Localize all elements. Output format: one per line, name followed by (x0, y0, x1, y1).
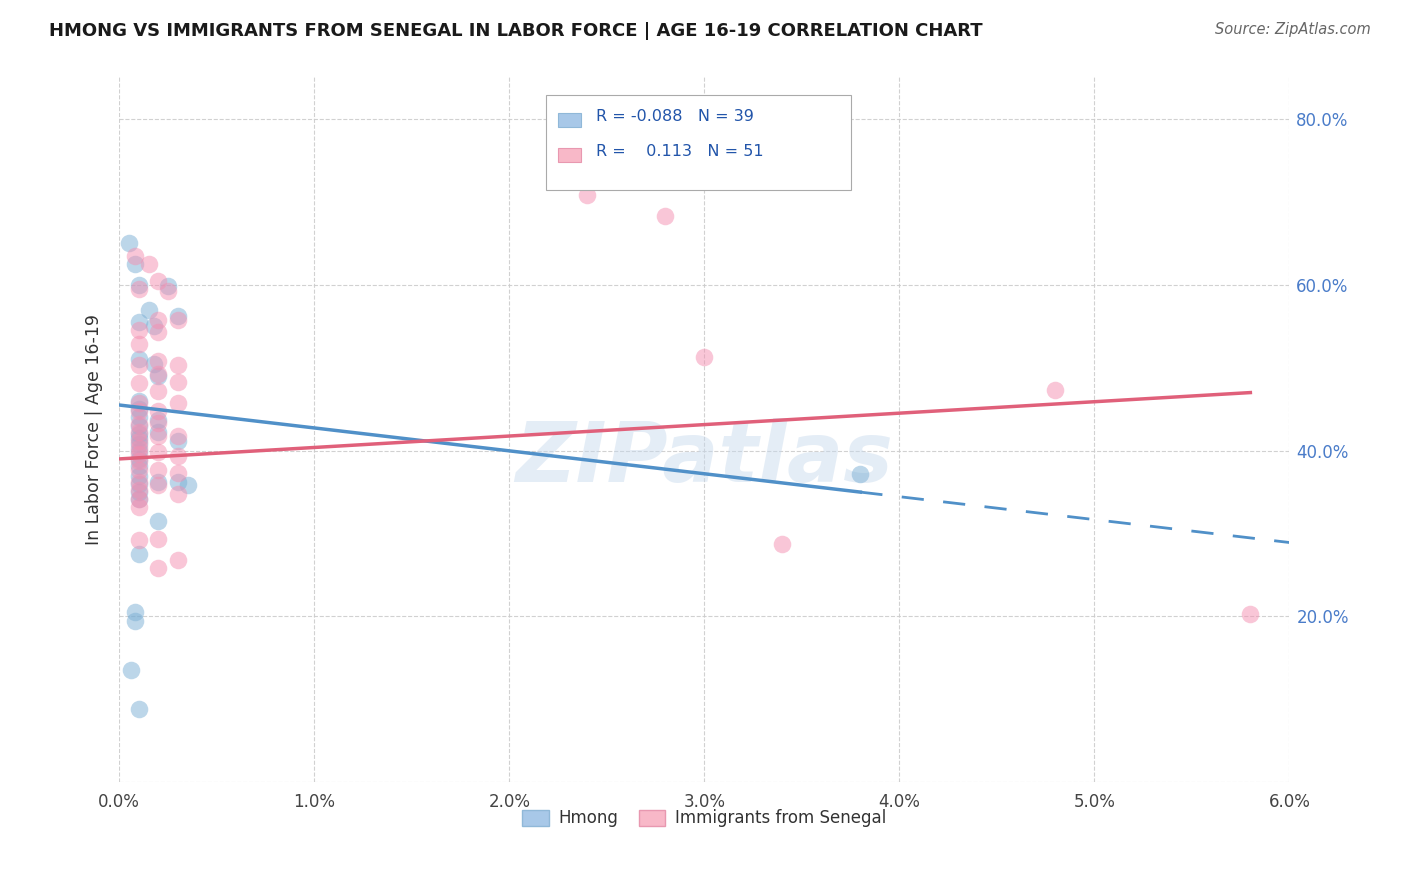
Point (124, 614, 146, 628)
Point (148, 561, 170, 575)
Point (128, 458, 150, 473)
Point (148, 478, 170, 492)
Point (148, 533, 170, 547)
Point (148, 404, 170, 418)
Point (166, 553, 188, 567)
Point (128, 491, 150, 506)
Point (148, 417, 170, 431)
Point (128, 434, 150, 448)
Point (166, 487, 188, 501)
Point (1045, 383, 1067, 397)
Point (148, 475, 170, 490)
Point (157, 279, 180, 293)
Point (128, 376, 150, 390)
Point (143, 319, 166, 334)
Point (128, 483, 150, 498)
Point (128, 277, 150, 292)
Text: R = -0.088   N = 39: R = -0.088 N = 39 (596, 109, 754, 124)
Point (148, 413, 170, 427)
Point (166, 375, 188, 389)
FancyBboxPatch shape (547, 95, 851, 190)
Point (166, 466, 188, 480)
Point (148, 354, 170, 368)
Point (128, 437, 150, 451)
Point (128, 417, 150, 431)
Point (128, 393, 150, 408)
Point (128, 702, 150, 716)
Point (148, 514, 170, 528)
Point (166, 312, 188, 326)
Point (128, 447, 150, 461)
Point (128, 491, 150, 506)
Point (128, 500, 150, 514)
Point (120, 664, 142, 678)
Point (128, 410, 150, 425)
Point (128, 451, 150, 466)
Point (128, 454, 150, 468)
Point (128, 337, 150, 351)
Point (148, 312, 170, 326)
Y-axis label: In Labor Force | Age 16-19: In Labor Force | Age 16-19 (86, 314, 103, 545)
Point (128, 533, 150, 548)
Point (166, 450, 188, 464)
Text: HMONG VS IMMIGRANTS FROM SENEGAL IN LABOR FORCE | AGE 16-19 CORRELATION CHART: HMONG VS IMMIGRANTS FROM SENEGAL IN LABO… (49, 22, 983, 40)
Legend: Hmong, Immigrants from Senegal: Hmong, Immigrants from Senegal (516, 803, 893, 834)
Point (128, 485, 150, 500)
Text: ZIPatlas: ZIPatlas (516, 417, 893, 499)
Text: Source: ZipAtlas.com: Source: ZipAtlas.com (1215, 22, 1371, 37)
Point (128, 315, 150, 329)
Point (128, 476, 150, 491)
FancyBboxPatch shape (558, 112, 582, 127)
Point (128, 547, 150, 561)
Point (576, 188, 599, 202)
Point (128, 418, 150, 433)
Point (124, 605, 146, 619)
Point (148, 367, 170, 381)
Point (128, 427, 150, 442)
Point (118, 236, 141, 251)
Point (128, 443, 150, 458)
Point (138, 302, 160, 317)
Point (124, 257, 146, 271)
Point (166, 395, 188, 409)
Point (166, 358, 188, 372)
Point (849, 467, 872, 481)
Point (128, 463, 150, 477)
Point (166, 428, 188, 442)
Point (148, 325, 170, 339)
Point (654, 209, 676, 223)
Point (128, 425, 150, 440)
Text: R =    0.113   N = 51: R = 0.113 N = 51 (596, 144, 763, 159)
Point (128, 468, 150, 483)
Point (166, 310, 188, 324)
Point (1239, 607, 1261, 621)
Point (128, 402, 150, 417)
Point (128, 352, 150, 367)
Point (148, 274, 170, 288)
Point (128, 395, 150, 409)
Point (148, 369, 170, 384)
Point (128, 431, 150, 445)
Point (148, 445, 170, 459)
Point (148, 428, 170, 442)
Point (148, 384, 170, 398)
Point (166, 434, 188, 448)
Point (128, 282, 150, 296)
Point (128, 323, 150, 337)
Point (157, 284, 180, 298)
Point (128, 475, 150, 490)
Point (166, 475, 188, 490)
FancyBboxPatch shape (558, 148, 582, 162)
Point (128, 441, 150, 455)
Point (128, 358, 150, 372)
Point (138, 257, 160, 271)
Point (124, 249, 146, 263)
Point (148, 425, 170, 440)
Point (770, 536, 793, 550)
Point (148, 463, 170, 477)
Point (143, 357, 166, 371)
Point (128, 404, 150, 418)
Point (176, 478, 198, 492)
Point (693, 350, 716, 364)
